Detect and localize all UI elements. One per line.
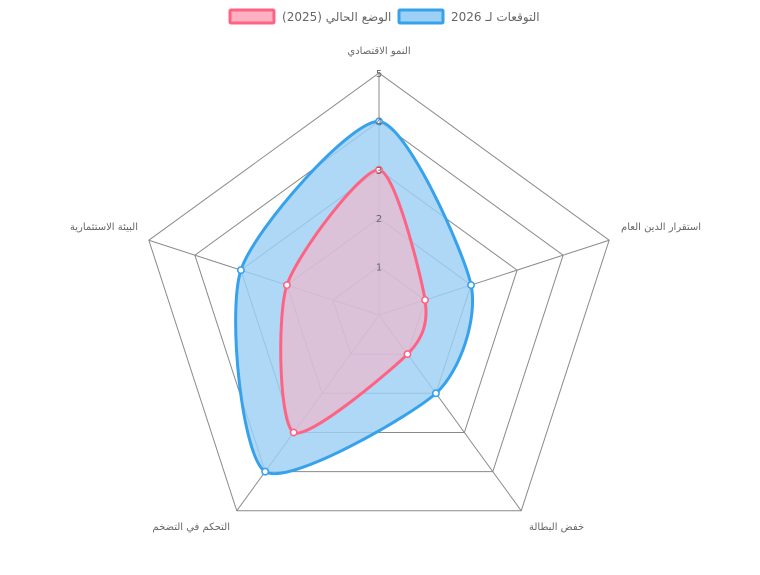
data-point[interactable] bbox=[261, 467, 270, 476]
data-point[interactable] bbox=[282, 281, 291, 290]
data-point[interactable] bbox=[289, 428, 298, 437]
data-point[interactable] bbox=[236, 266, 245, 275]
tick-label: 1 bbox=[376, 263, 382, 274]
radar-ticks: 1 2 3 4 5 bbox=[376, 69, 382, 274]
legend-swatch[interactable] bbox=[228, 8, 276, 25]
radar-series bbox=[234, 117, 476, 476]
legend: التوقعات لـ 2026 الوضع الحالي (2025) bbox=[228, 8, 540, 25]
data-point[interactable] bbox=[467, 281, 476, 290]
axis-label: التحكم في التضخم bbox=[152, 522, 230, 533]
grid-ring-5 bbox=[148, 72, 610, 512]
legend-swatch[interactable] bbox=[397, 8, 445, 25]
grid-ring-4 bbox=[194, 120, 564, 473]
data-point[interactable] bbox=[374, 165, 383, 174]
data-point[interactable] bbox=[431, 389, 440, 398]
data-point[interactable] bbox=[421, 296, 430, 305]
axis-label: استقرار الدين العام bbox=[621, 222, 701, 233]
axis-label: النمو الاقتصادي bbox=[347, 46, 410, 57]
tick-label: 4 bbox=[376, 117, 382, 128]
data-point[interactable] bbox=[374, 117, 383, 126]
radar-axis-labels: النمو الاقتصادي استقرار الدين العام خفض ال… bbox=[70, 46, 701, 533]
data-point[interactable] bbox=[403, 350, 412, 359]
tick-label: 2 bbox=[376, 214, 382, 225]
legend-label[interactable]: التوقعات لـ 2026 bbox=[451, 10, 540, 25]
axis-label: خفض البطالة bbox=[529, 522, 584, 533]
legend-label[interactable]: الوضع الحالي (2025) bbox=[282, 10, 391, 25]
tick-label: 3 bbox=[376, 166, 382, 177]
series-area bbox=[279, 168, 428, 435]
tick-label: 5 bbox=[376, 69, 382, 80]
axis-label: البيئة الاستثمارية bbox=[70, 222, 138, 233]
